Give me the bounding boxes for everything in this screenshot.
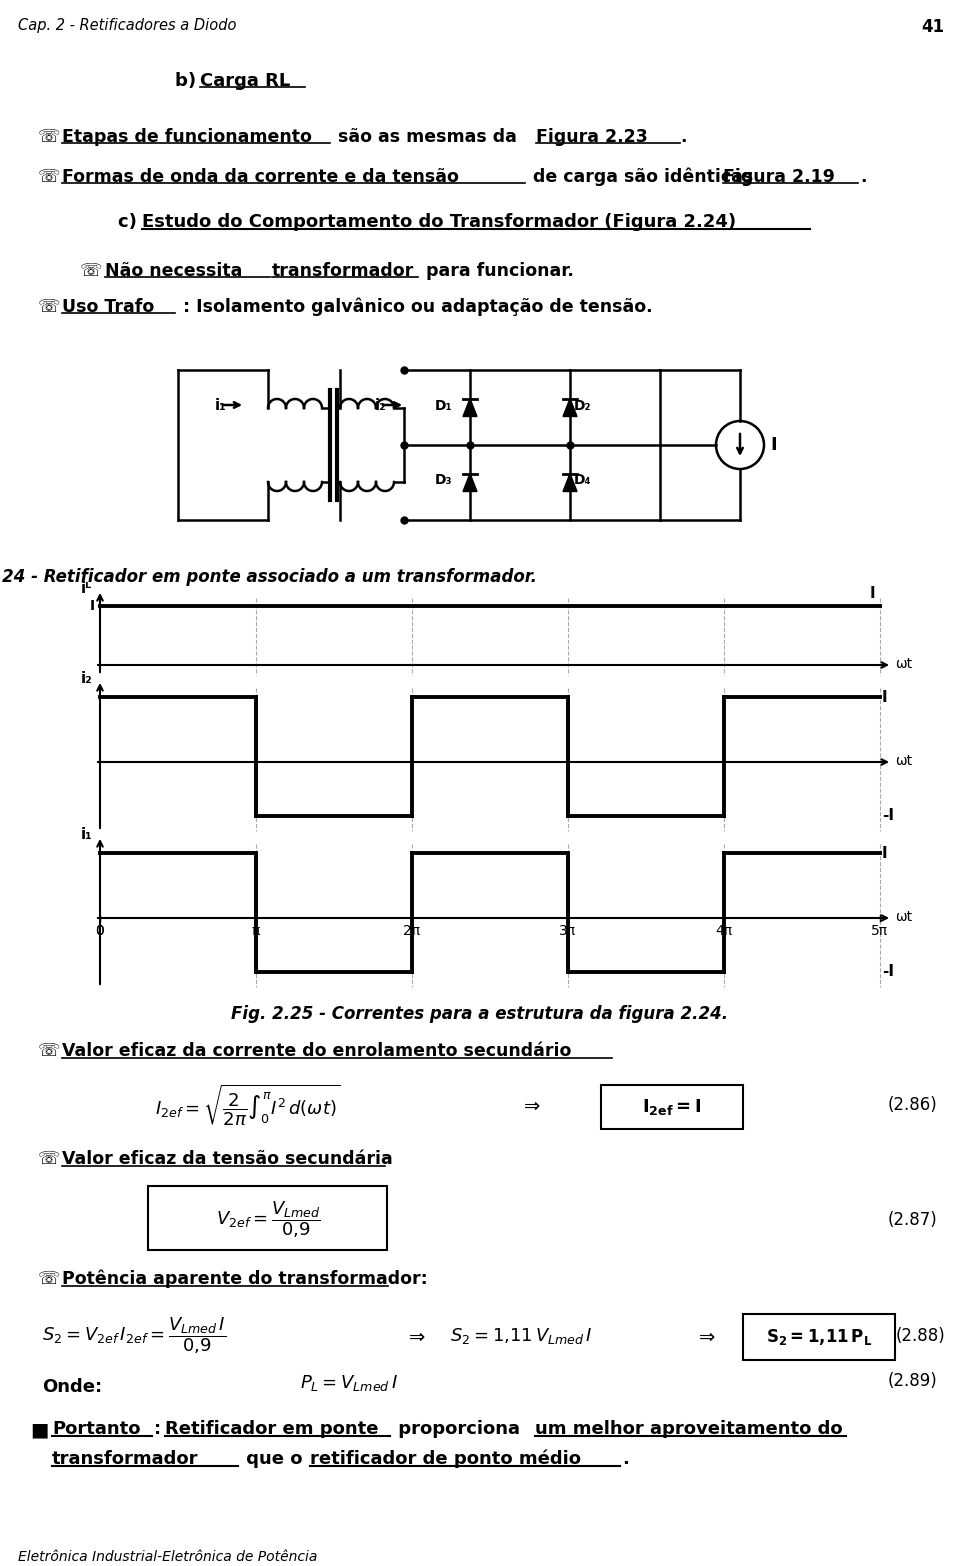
Text: Eletrônica Industrial-Eletrônica de Potência: Eletrônica Industrial-Eletrônica de Potê… <box>18 1550 318 1564</box>
Polygon shape <box>463 473 477 492</box>
Text: proporciona: proporciona <box>392 1420 526 1438</box>
Text: D₃: D₃ <box>435 473 452 487</box>
Text: Figura 2.19: Figura 2.19 <box>723 168 835 186</box>
Text: ☏: ☏ <box>38 128 60 146</box>
Text: Retificador em ponte: Retificador em ponte <box>165 1420 378 1438</box>
Text: ☏: ☏ <box>38 1041 60 1060</box>
Text: $\mathbf{S_2 = 1{,}11\, P_L}$: $\mathbf{S_2 = 1{,}11\, P_L}$ <box>766 1326 873 1347</box>
Text: Uso Trafo: Uso Trafo <box>62 298 155 316</box>
Text: Fig. 2.24 - Retificador em ponte associado a um transformador.: Fig. 2.24 - Retificador em ponte associa… <box>0 568 537 586</box>
Text: ωt: ωt <box>895 658 912 670</box>
Text: i₂: i₂ <box>375 398 387 413</box>
Text: Carga RL: Carga RL <box>200 72 290 89</box>
Text: 3π: 3π <box>560 924 577 938</box>
Text: $V_{2ef} = \dfrac{V_{Lmed}}{0{,}9}$: $V_{2ef} = \dfrac{V_{Lmed}}{0{,}9}$ <box>215 1200 321 1240</box>
Text: c): c) <box>118 213 143 232</box>
Text: Figura 2.23: Figura 2.23 <box>536 128 648 146</box>
Text: 0: 0 <box>96 924 105 938</box>
Text: (2.89): (2.89) <box>888 1372 938 1391</box>
Text: (2.86): (2.86) <box>888 1096 938 1113</box>
Text: I: I <box>770 435 777 454</box>
Text: π: π <box>252 924 260 938</box>
Text: um melhor aproveitamento do: um melhor aproveitamento do <box>535 1420 843 1438</box>
Text: I: I <box>882 689 888 705</box>
Polygon shape <box>563 473 577 492</box>
Text: ■: ■ <box>30 1420 48 1439</box>
Text: 41: 41 <box>921 17 944 36</box>
Text: iᴸ: iᴸ <box>81 581 92 597</box>
Text: :: : <box>154 1420 167 1438</box>
Text: Valor eficaz da corrente do enrolamento secundário: Valor eficaz da corrente do enrolamento … <box>62 1041 571 1060</box>
Text: Valor eficaz da tensão secundária: Valor eficaz da tensão secundária <box>62 1149 393 1168</box>
Text: .: . <box>860 168 867 186</box>
Text: $I_{2ef} = \sqrt{\dfrac{2}{2\pi}\int_0^{\pi} I^2\, d(\omega t)}$: $I_{2ef} = \sqrt{\dfrac{2}{2\pi}\int_0^{… <box>155 1082 341 1128</box>
Text: i₂: i₂ <box>81 670 92 686</box>
Text: ☏: ☏ <box>38 298 60 316</box>
Text: retificador de ponto médio: retificador de ponto médio <box>310 1450 581 1469</box>
Text: .: . <box>622 1450 629 1467</box>
Text: 2π: 2π <box>403 924 420 938</box>
Text: (2.87): (2.87) <box>888 1211 938 1229</box>
Text: D₁: D₁ <box>434 398 452 412</box>
Text: 5π: 5π <box>872 924 889 938</box>
FancyBboxPatch shape <box>601 1085 743 1129</box>
Text: 0: 0 <box>96 924 105 938</box>
Text: $\Rightarrow$: $\Rightarrow$ <box>695 1326 716 1345</box>
Text: (2.88): (2.88) <box>896 1326 946 1345</box>
Text: de carga são idênticas: de carga são idênticas <box>527 168 759 186</box>
FancyBboxPatch shape <box>743 1314 895 1359</box>
Text: D₂: D₂ <box>574 398 591 412</box>
Text: $\Rightarrow$: $\Rightarrow$ <box>520 1096 541 1115</box>
Text: Fig. 2.25 - Correntes para a estrutura da figura 2.24.: Fig. 2.25 - Correntes para a estrutura d… <box>231 1005 729 1023</box>
Text: $P_L = V_{Lmed}\, I$: $P_L = V_{Lmed}\, I$ <box>300 1373 398 1394</box>
Text: Formas de onda da corrente e da tensão: Formas de onda da corrente e da tensão <box>62 168 459 186</box>
Text: I: I <box>870 586 875 601</box>
Text: $\Rightarrow$: $\Rightarrow$ <box>405 1326 426 1345</box>
Text: que o: que o <box>240 1450 309 1467</box>
Text: Estudo do Comportamento do Transformador (Figura 2.24): Estudo do Comportamento do Transformador… <box>142 213 736 232</box>
Polygon shape <box>463 398 477 417</box>
Text: $S_2 = V_{2ef}\, I_{2ef} = \dfrac{V_{Lmed}\, I}{0{,}9}$: $S_2 = V_{2ef}\, I_{2ef} = \dfrac{V_{Lme… <box>42 1315 227 1356</box>
Text: ☏: ☏ <box>38 1149 60 1168</box>
Text: transformador: transformador <box>272 262 415 280</box>
Text: 4π: 4π <box>715 924 732 938</box>
Text: são as mesmas da: são as mesmas da <box>332 128 523 146</box>
Text: b): b) <box>175 72 203 89</box>
Text: para funcionar.: para funcionar. <box>420 262 574 280</box>
Text: ωt: ωt <box>895 753 912 767</box>
Text: ☏: ☏ <box>80 262 103 280</box>
Text: ☏: ☏ <box>38 168 60 186</box>
Text: Etapas de funcionamento: Etapas de funcionamento <box>62 128 312 146</box>
Text: Onde:: Onde: <box>42 1378 102 1395</box>
Text: ☏: ☏ <box>38 1270 60 1287</box>
Text: -I: -I <box>882 965 894 979</box>
FancyBboxPatch shape <box>148 1185 387 1250</box>
Text: $S_2 = 1{,}11\, V_{Lmed}\, I$: $S_2 = 1{,}11\, V_{Lmed}\, I$ <box>450 1326 592 1347</box>
Text: Portanto: Portanto <box>52 1420 140 1438</box>
Text: .: . <box>680 128 686 146</box>
Text: $\mathbf{I_{2ef} = I}$: $\mathbf{I_{2ef} = I}$ <box>642 1098 702 1117</box>
Text: D₄: D₄ <box>574 473 591 487</box>
Text: -I: -I <box>882 808 894 824</box>
Text: ωt: ωt <box>895 910 912 924</box>
Text: I: I <box>90 600 95 612</box>
Text: i₁: i₁ <box>215 398 227 413</box>
Text: Potência aparente do transformador:: Potência aparente do transformador: <box>62 1270 428 1289</box>
Text: : Isolamento galvânico ou adaptação de tensão.: : Isolamento galvânico ou adaptação de t… <box>177 298 653 316</box>
Text: I: I <box>882 846 888 860</box>
Text: transformador: transformador <box>52 1450 199 1467</box>
Text: i₁: i₁ <box>81 827 92 843</box>
Text: Cap. 2 - Retificadores a Diodo: Cap. 2 - Retificadores a Diodo <box>18 17 236 33</box>
Text: Não necessita: Não necessita <box>105 262 249 280</box>
Polygon shape <box>563 398 577 417</box>
